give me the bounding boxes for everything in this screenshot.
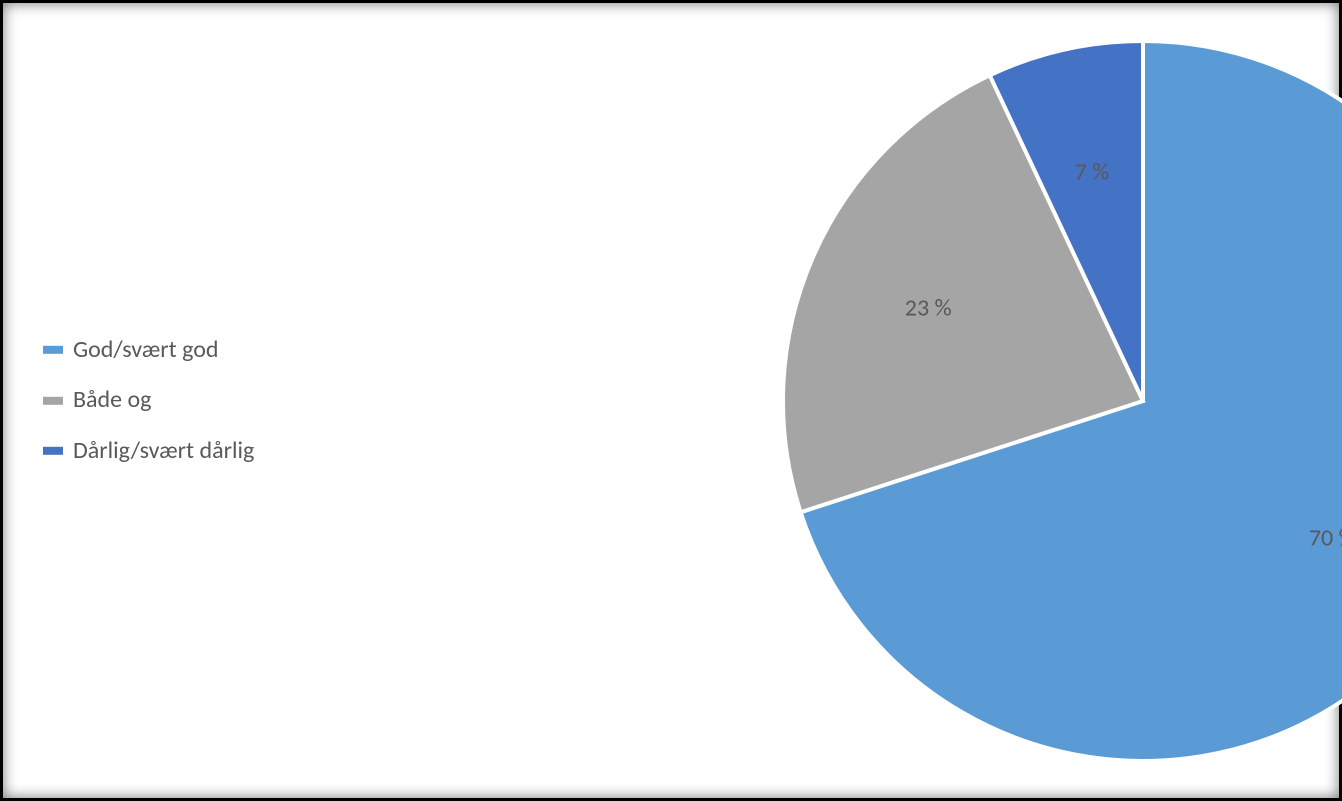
legend-swatch-good — [43, 346, 63, 354]
pie-chart: 70 % 23 % 7 % — [783, 41, 1342, 761]
chart-content: God/svært god Både og Dårlig/svært dårli… — [3, 3, 1339, 798]
legend-swatch-both — [43, 396, 63, 404]
legend: God/svært god Både og Dårlig/svært dårli… — [43, 313, 393, 487]
slice-label-both: 23 % — [905, 293, 952, 322]
legend-item-bad: Dårlig/svært dårlig — [43, 437, 393, 466]
legend-label-both: Både og — [73, 386, 151, 415]
legend-item-both: Både og — [43, 386, 393, 415]
pie-svg — [783, 41, 1342, 761]
legend-label-bad: Dårlig/svært dårlig — [73, 437, 254, 466]
legend-label-good: God/svært god — [73, 335, 219, 364]
legend-swatch-bad — [43, 447, 63, 455]
slice-label-bad: 7 % — [1075, 158, 1110, 187]
chart-frame: God/svært god Både og Dårlig/svært dårli… — [0, 0, 1342, 801]
slice-label-good: 70 % — [1309, 524, 1342, 553]
legend-item-good: God/svært god — [43, 335, 393, 364]
